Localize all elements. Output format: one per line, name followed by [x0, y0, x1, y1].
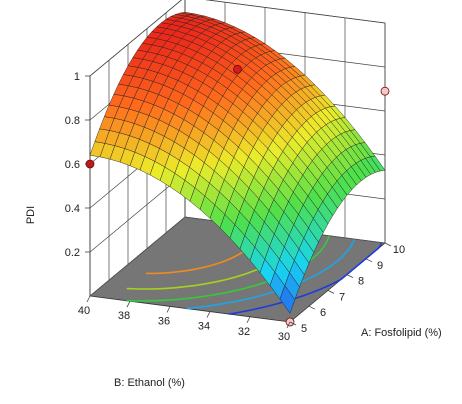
y-tick-label: 30 [278, 331, 290, 343]
x-tick-mark [308, 305, 316, 310]
x-tick-mark [365, 258, 373, 263]
y-axis-title: B: Ethanol (%) [114, 377, 185, 389]
y-tick-label: 34 [198, 321, 210, 333]
y-tick-label: 38 [118, 310, 130, 322]
floor-contour [186, 238, 356, 310]
x-axis-title: A: Fosfolipid (%) [361, 327, 442, 339]
surface-layer [89, 11, 386, 314]
z-gridline [89, 0, 386, 77]
x-tick-label: 7 [339, 291, 345, 303]
y-tick-label: 40 [78, 305, 90, 317]
y-tick-label-mark [126, 301, 131, 308]
label-layer: PDI A: Fosfolipid (%) B: Ethanol (%) 0.2… [25, 71, 442, 389]
x-tick-label: 6 [320, 307, 326, 319]
x-tick-label: 10 [393, 244, 405, 256]
x-tick-mark [289, 321, 297, 326]
y-tick-label-mark [206, 311, 211, 318]
y-tick-label-mark [166, 306, 171, 313]
design-point [380, 86, 390, 96]
x-tick-label: 5 [301, 323, 307, 335]
z-tick-label: 1 [74, 71, 80, 83]
z-tick-label: 0.6 [65, 159, 80, 171]
x-tick-label: 9 [377, 260, 383, 272]
z-tick-label: 0.4 [65, 203, 80, 215]
y-tick-label-mark [86, 295, 91, 303]
y-tick-label: 36 [158, 315, 170, 327]
y-tick-label-mark [246, 316, 251, 323]
surface-cell [279, 285, 296, 314]
x-tick-mark [327, 290, 335, 294]
x-tick-mark [346, 274, 354, 278]
y-tick-label-mark [286, 321, 291, 329]
z-tick-label: 0.2 [65, 247, 80, 259]
x-tick-mark [384, 242, 392, 247]
z-axis-title: PDI [25, 206, 37, 224]
design-point [233, 64, 242, 74]
x-tick-label: 8 [358, 276, 364, 288]
y-tick-label: 32 [238, 326, 250, 338]
z-tick-label: 0.8 [65, 115, 80, 127]
